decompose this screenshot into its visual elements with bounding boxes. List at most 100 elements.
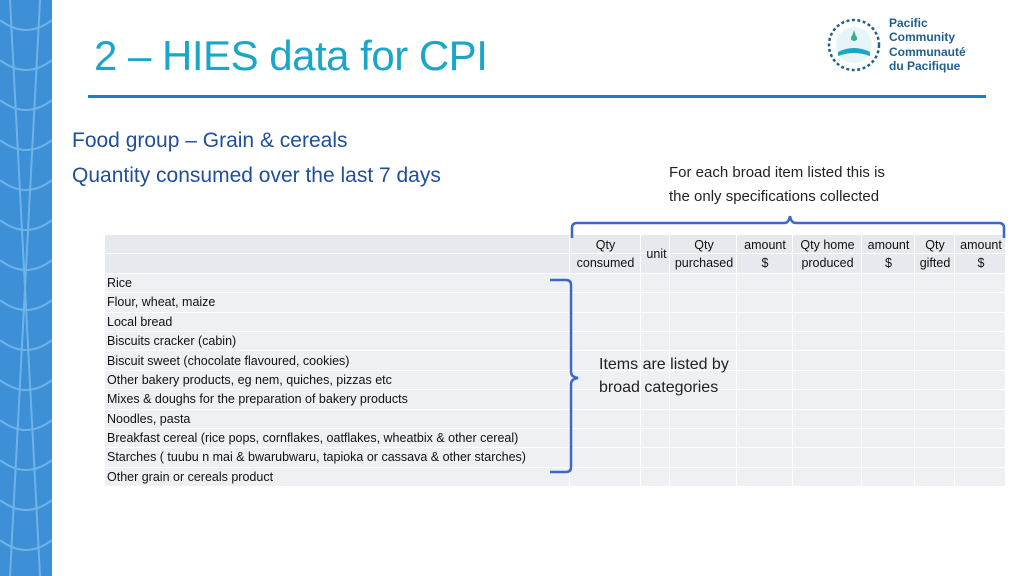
column-header-line-2: $ [761,256,769,270]
column-header: Qty purchased [671,236,737,272]
table-cell [954,408,1006,429]
column-header: Qty consumed [572,236,639,272]
slide-title: 2 – HIES data for CPI [94,32,488,79]
column-header-line-1: amount [960,238,1002,252]
categories-callout: Items are listed by broad categories [599,353,729,399]
items-table: Rice Flour, wheat, maize Local bread Biscui… [104,233,1006,488]
table-cell [736,389,793,410]
table-row: Biscuit sweet (chocolate flavoured, cook… [104,350,1006,371]
table-cell [914,330,955,352]
table-cell [861,369,915,391]
table-cell [569,466,641,488]
top-brace-icon [570,215,1006,238]
column-header-line-1: amount [867,238,910,252]
table-cell [669,233,737,255]
table-cell [861,466,915,488]
header-label-cell [104,253,570,274]
table-cell [640,408,670,429]
table-cell [569,389,641,410]
table-cell [736,253,793,274]
table-cell [669,466,737,488]
column-header: unit [643,245,670,263]
column-header-line-2: purchased [674,256,734,270]
table-cell [569,447,641,468]
table-cell [736,369,793,391]
table-cell [736,272,793,294]
table-cell [954,389,1006,410]
column-header-line-2: produced [801,256,854,270]
table-cell [640,233,670,255]
table-row: Rice [104,272,1006,294]
table-cell [569,292,641,313]
table-cell [569,253,641,274]
side-brace-icon [550,278,579,474]
table-cell [792,389,862,410]
table-row: Mixes & doughs for the preparation of ba… [104,389,1006,410]
table-cell [792,253,862,274]
column-header-line-1: amount [744,238,786,252]
table-cell [954,447,1006,468]
subtitle-food-group: Food group – Grain & cereals [72,129,348,152]
table-cell [861,389,915,410]
table-cell [569,330,641,352]
table-cell [569,408,641,429]
table-cell [736,350,793,371]
column-header: amount $ [738,236,792,272]
item-label: Other bakery products, eg nem, quiches, … [104,369,570,391]
logo-line-2: Community [889,29,955,44]
table-cell [640,369,670,391]
column-header-line-1: Qty [694,238,714,252]
logo-line-4: du Pacifique [889,58,961,73]
column-header-line-2: consumed [576,256,635,270]
table-cell [569,233,641,255]
table-cell [569,350,641,371]
item-label: Biscuit sweet (chocolate flavoured, cook… [104,350,570,371]
specifications-callout: For each broad item listed this is the o… [669,161,885,208]
table-cell [569,311,641,332]
column-header-line-1: Qty [595,238,616,252]
table-cell [736,292,793,313]
table-cell [792,369,862,391]
table-cell [792,233,862,255]
title-divider [88,95,986,98]
item-label: Flour, wheat, maize [104,292,570,313]
column-header: Qty home produced [794,236,861,272]
table-header-row [104,233,1006,255]
table-cell [914,466,955,488]
pacific-community-logo: Pacific Community Communauté du Pacifiqu… [826,14,996,78]
column-header: amount $ [863,236,914,272]
column-header-line-1: unit [646,247,667,261]
table-cell [669,389,737,410]
table-cell [954,272,1006,294]
table-cell [914,447,955,468]
table-cell [569,272,641,294]
categories-callout-line-2: broad categories [599,379,719,396]
table-cell [669,311,737,332]
table-cell [954,330,1006,352]
column-header-line-1: Qty home [800,238,855,252]
specifications-callout-line-1: For each broad item listed this is [669,164,885,181]
table-cell [792,311,862,332]
table-cell [954,233,1006,255]
table-row: Breakfast cereal (rice pops, cornflakes,… [104,427,1006,449]
pacific-community-seal-icon [827,18,881,72]
table-cell [954,253,1006,274]
logo-line-1: Pacific [889,16,928,30]
table-cell [954,466,1006,488]
table-row: Noodles, pasta [104,408,1006,429]
table-cell [914,408,955,429]
table-cell [640,350,670,371]
table-row: Other grain or cereals product [104,466,1006,488]
header-label-cell [104,233,570,255]
table-cell [954,427,1006,449]
table-cell [914,369,955,391]
logo-line-3: Communauté [889,45,966,59]
decorative-side-band [0,0,52,576]
table-cell [736,427,793,449]
column-header-line-2: gifted [919,256,951,270]
table-cell [640,389,670,410]
table-cell [954,311,1006,332]
table-cell [669,427,737,449]
table-cell [640,272,670,294]
column-header-line-2: $ [977,256,985,270]
